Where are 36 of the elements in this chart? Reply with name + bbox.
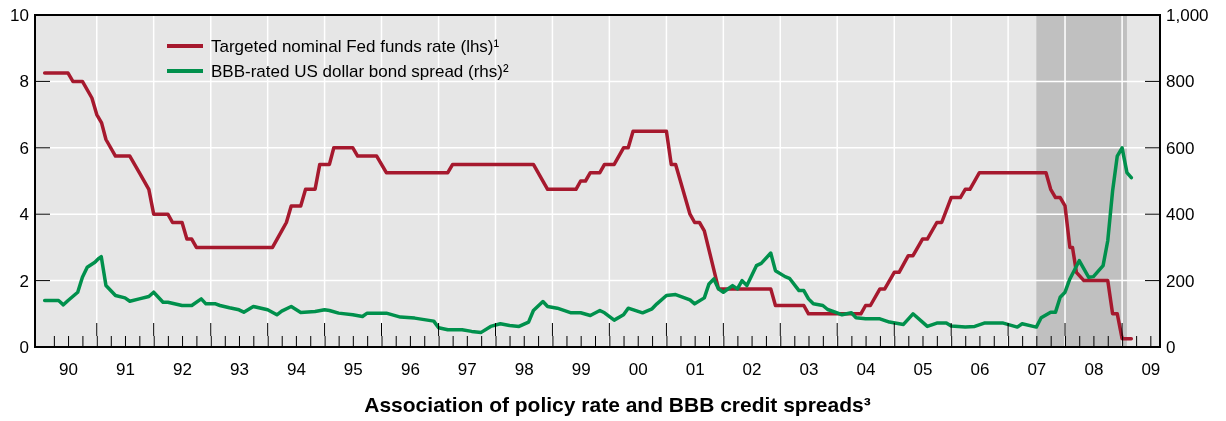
x-tick-label: 94	[286, 360, 306, 380]
x-tick-label: 07	[1027, 360, 1047, 380]
x-tick-label: 99	[571, 360, 591, 380]
y-tick-label: 8	[19, 72, 29, 92]
y-tick-label: 0	[19, 338, 29, 357]
y-tick-label: 6	[19, 138, 29, 158]
y-tick-label: 10	[10, 6, 29, 25]
y2-tick-label: 200	[1166, 271, 1195, 291]
y2-tick-label: 600	[1166, 138, 1195, 158]
y-tick-label: 4	[19, 205, 29, 225]
y-tick-label: 2	[19, 271, 29, 291]
x-tick-label: 08	[1084, 360, 1104, 380]
x-tick-label: 09	[1141, 360, 1161, 380]
legend-label: BBB-rated US dollar bond spread (rhs)²	[211, 62, 509, 81]
x-tick-label: 03	[799, 360, 819, 380]
x-tick-label: 02	[742, 360, 762, 380]
x-tick-label: 95	[343, 360, 363, 380]
x-tick-label: 05	[913, 360, 933, 380]
y2-tick-label: 1,000	[1166, 6, 1209, 25]
text: Association of policy rate and BBB credit spreads³	[364, 393, 871, 416]
y2-tick-label: 800	[1166, 72, 1195, 92]
y2-tick-label: 0	[1166, 338, 1176, 357]
line-series	[42, 146, 1134, 335]
x-tick-label: 06	[970, 360, 990, 380]
x-tick-label: 92	[173, 360, 193, 380]
x-tick-label: 98	[514, 360, 534, 380]
x-tick-label: 96	[400, 360, 420, 380]
legend-label: Targeted nominal Fed funds rate (lhs)¹	[211, 37, 500, 56]
x-tick-label: 93	[230, 360, 249, 380]
y2-tick-label: 400	[1166, 205, 1195, 225]
x-tick-label: 97	[457, 360, 477, 380]
x-tick-label: 04	[856, 360, 876, 380]
x-tick-label: 01	[685, 360, 705, 380]
x-tick-label: 90	[59, 360, 79, 380]
x-tick-label: 91	[116, 360, 135, 380]
x-tick-label: 00	[628, 360, 648, 380]
